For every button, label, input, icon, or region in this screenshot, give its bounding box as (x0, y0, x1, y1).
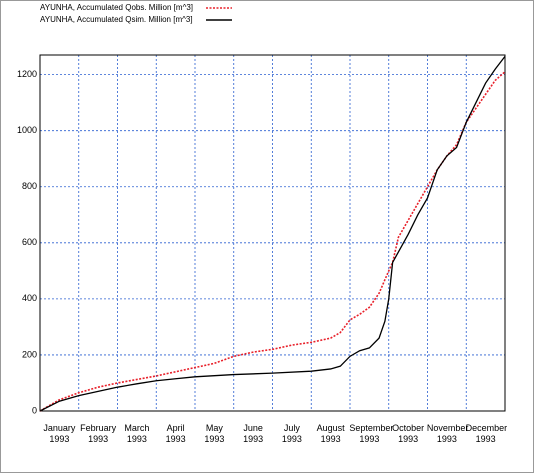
x-tick-label: February 1993 (80, 423, 117, 444)
y-tick-label: 800 (22, 181, 37, 191)
legend-label: AYUNHA, Accumulated Qobs. Million [m^3] (40, 3, 193, 12)
x-tick-label: January 1993 (43, 423, 76, 444)
x-tick-label: September 1993 (349, 423, 394, 444)
y-tick-label: 1200 (17, 69, 37, 79)
series-line (39, 56, 506, 412)
x-tick-label: May 1993 (204, 423, 225, 444)
x-tick-label: December 1993 (465, 423, 508, 444)
y-tick-label: 400 (22, 293, 37, 303)
x-tick-label: October 1993 (392, 423, 425, 444)
legend-label: AYUNHA, Accumulated Qsim. Million [m^3] (40, 15, 193, 24)
y-tick-label: 1000 (17, 125, 37, 135)
y-tick-label: 200 (22, 349, 37, 359)
series-line (39, 71, 506, 412)
x-tick-label: April 1993 (165, 423, 186, 444)
plot-border (39, 54, 506, 412)
x-tick-label: June 1993 (243, 423, 264, 444)
y-tick-label: 600 (22, 237, 37, 247)
y-tick-label: 0 (32, 405, 37, 415)
x-tick-label: August 1993 (316, 423, 345, 444)
x-tick-label: March 1993 (124, 423, 150, 444)
x-tick-label: November 1993 (426, 423, 469, 444)
x-tick-label: July 1993 (281, 423, 302, 444)
